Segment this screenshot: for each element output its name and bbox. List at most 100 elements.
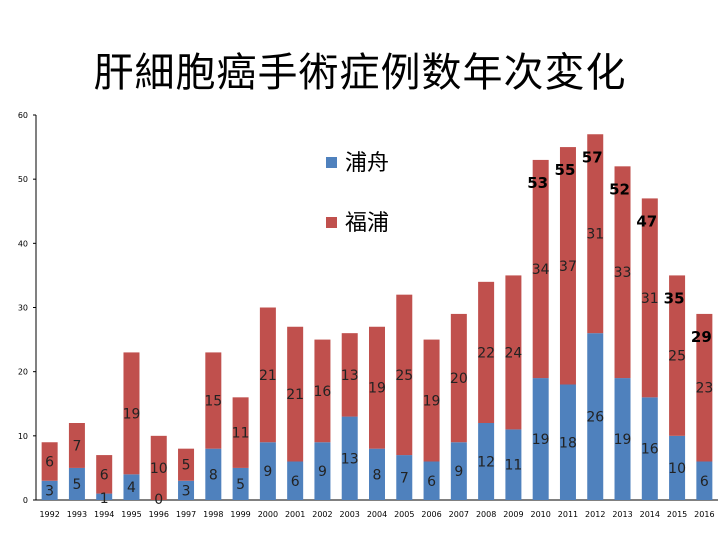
segment-label-urafune: 10 [668, 461, 686, 477]
bar-segment-urafune [669, 435, 686, 500]
bar-segment-fukuura [641, 198, 658, 398]
y-tick-label: 30 [18, 304, 28, 313]
bar-segment-fukuura [450, 313, 467, 443]
segment-label-urafune: 6 [700, 474, 709, 490]
segment-label-urafune: 12 [477, 455, 495, 471]
bar-segment-fukuura [41, 442, 58, 481]
bar-segment-urafune [532, 378, 549, 500]
segment-label-fukuura: 33 [614, 265, 632, 281]
bar-segment-fukuura [123, 352, 140, 475]
y-axis: 0 10 20 30 40 50 60 [18, 111, 37, 505]
y-tick-label: 40 [18, 239, 28, 248]
bar-segment-urafune [68, 467, 85, 500]
bar-segment-urafune [178, 480, 195, 500]
x-tick-label: 1994 [94, 510, 114, 519]
bar-segment-fukuura [150, 435, 167, 500]
legend-swatch [326, 157, 337, 168]
x-tick-label: 1998 [203, 510, 223, 519]
x-tick-label: 1993 [67, 510, 87, 519]
bar-segment-fukuura [232, 397, 249, 468]
bar-segment-urafune [559, 384, 576, 500]
bar-segment-fukuura [505, 275, 522, 430]
x-tick-label: 2014 [640, 510, 660, 519]
bar-segment-urafune [314, 442, 331, 500]
y-tick-label: 0 [23, 496, 28, 505]
y-tick-label: 50 [18, 175, 28, 184]
segment-label-urafune: 19 [532, 432, 550, 448]
total-label: 55 [555, 161, 576, 179]
segment-label-urafune: 5 [72, 477, 81, 493]
segment-label-urafune: 13 [341, 451, 359, 467]
bar-segment-fukuura [341, 333, 358, 417]
segment-label-fukuura: 13 [341, 368, 359, 384]
segment-label-fukuura: 34 [532, 262, 550, 278]
bar-segment-urafune [232, 467, 249, 500]
segment-label-urafune: 9 [263, 464, 272, 480]
x-tick-label: 2003 [340, 510, 360, 519]
bar-segment-urafune [341, 416, 358, 500]
bar-segment-urafune [450, 442, 467, 500]
segment-label-urafune: 18 [559, 435, 577, 451]
total-label: 53 [527, 174, 548, 192]
bar-segment-fukuura [314, 339, 331, 443]
segment-label-fukuura: 25 [668, 349, 686, 365]
segment-label-fukuura: 5 [182, 458, 191, 474]
x-tick-label: 2012 [585, 510, 605, 519]
segment-label-fukuura: 23 [695, 381, 713, 397]
bar-segment-urafune [123, 474, 140, 500]
segment-label-fukuura: 7 [72, 438, 81, 454]
legend-label: 福浦 [345, 211, 389, 236]
segment-label-fukuura: 10 [150, 461, 168, 477]
total-label: 57 [582, 148, 603, 166]
x-tick-label: 2000 [258, 510, 278, 519]
segment-label-urafune: 8 [209, 467, 218, 483]
bar-segment-urafune [41, 480, 58, 500]
bar-segment-fukuura [287, 326, 304, 462]
x-tick-label: 2002 [312, 510, 332, 519]
y-tick-label: 10 [18, 432, 28, 441]
total-label: 29 [691, 328, 712, 346]
bar-segment-urafune [96, 493, 113, 500]
bar-segment-fukuura [669, 275, 686, 436]
x-tick-label: 2016 [694, 510, 714, 519]
total-label: 47 [636, 212, 657, 230]
segment-label-fukuura: 6 [100, 467, 109, 483]
x-tick-label: 2013 [612, 510, 632, 519]
segment-label-urafune: 0 [154, 492, 163, 508]
x-tick-label: 1999 [230, 510, 250, 519]
y-tick-label: 60 [18, 111, 28, 120]
segment-label-urafune: 9 [454, 464, 463, 480]
bar-group [41, 134, 713, 500]
segment-label-fukuura: 19 [123, 406, 141, 422]
bar-segment-urafune [614, 378, 631, 500]
segment-label-urafune: 8 [373, 467, 382, 483]
segment-label-fukuura: 31 [641, 291, 659, 307]
bar-segment-fukuura [559, 147, 576, 385]
x-tick-label: 2006 [421, 510, 441, 519]
x-tick-label: 2009 [503, 510, 523, 519]
segment-label-fukuura: 19 [423, 394, 441, 410]
legend-swatch [326, 217, 337, 228]
bar-segment-urafune [205, 448, 222, 500]
total-label: 35 [664, 289, 685, 307]
segment-label-urafune: 11 [504, 458, 522, 474]
x-tick-label: 2015 [667, 510, 687, 519]
segment-label-urafune: 3 [45, 483, 54, 499]
bar-segment-fukuura [478, 281, 495, 423]
x-tick-label: 2001 [285, 510, 305, 519]
x-tick-label: 2010 [531, 510, 551, 519]
segment-label-fukuura: 19 [368, 381, 386, 397]
segment-label-fukuura: 21 [286, 387, 304, 403]
x-tick-label: 1997 [176, 510, 196, 519]
x-tick-label: 2008 [476, 510, 496, 519]
x-tick-label: 2007 [449, 510, 469, 519]
bar-segment-urafune [505, 429, 522, 500]
bar-segment-urafune [396, 455, 413, 500]
total-label: 52 [609, 180, 630, 198]
legend-label: 浦舟 [345, 151, 389, 176]
segment-label-urafune: 9 [318, 464, 327, 480]
x-tick-label: 2005 [394, 510, 414, 519]
bar-segment-urafune [259, 442, 276, 500]
bar-segment-fukuura [205, 352, 222, 449]
